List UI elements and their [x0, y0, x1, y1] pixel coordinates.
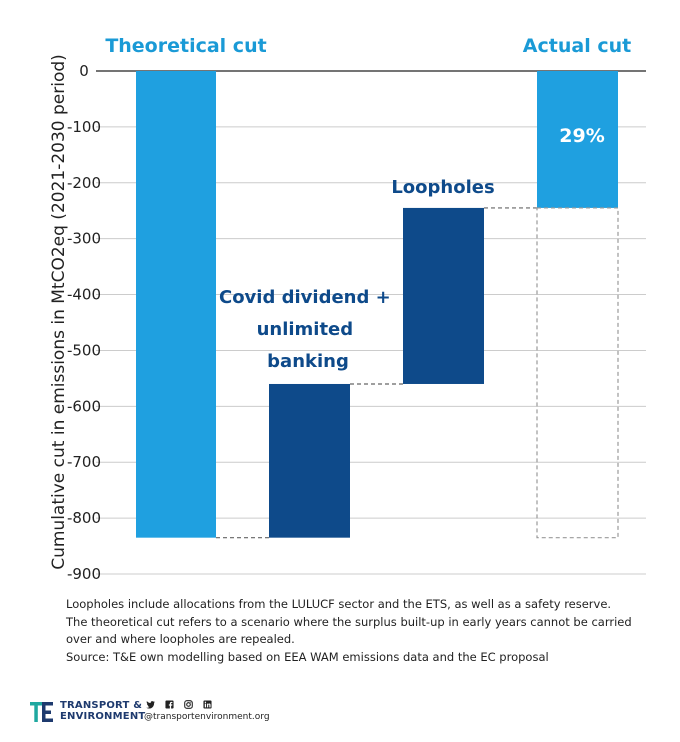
y-tick-label: -200	[67, 174, 101, 192]
twitter-icon[interactable]	[146, 700, 155, 709]
facebook-icon[interactable]	[165, 699, 174, 709]
covid-dividend-bar	[269, 383, 350, 538]
covid-dividend-label: Covid dividend + unlimited banking	[219, 287, 397, 372]
linkedin-icon[interactable]	[203, 699, 212, 709]
covid-dividend-label-line-3: banking	[267, 351, 349, 372]
y-tick-label: -100	[67, 118, 101, 136]
actual-cut-label: Actual cut	[523, 35, 631, 57]
instagram-icon[interactable]	[184, 699, 193, 709]
y-tick-label: -600	[67, 397, 101, 415]
waterfall-chart: 0 -100 -200 -300 -400 -500 -600 -700 -800 -900 Cu…	[49, 35, 646, 583]
connector-lines	[216, 207, 537, 539]
actual-cut-remainder-outline	[536, 207, 619, 539]
actual-cut-bar	[537, 71, 618, 208]
y-tick-label: -500	[67, 341, 101, 359]
loopholes-bar	[403, 207, 484, 384]
note-source: Source: T&E own modelling based on EEA W…	[66, 649, 549, 664]
te-logo-icon	[30, 702, 53, 722]
y-tick-labels: 0 -100 -200 -300 -400 -500 -600 -700 -800 -900	[67, 62, 101, 583]
social-links: @transportenvironment.org	[144, 698, 270, 722]
theoretical-cut-label: Theoretical cut	[105, 35, 266, 57]
note-theoretical-cut: The theoretical cut refers to a scenario…	[66, 614, 632, 647]
brand-line-1: TRANSPORT &	[60, 700, 143, 711]
covid-dividend-label-line-2: unlimited	[257, 319, 354, 340]
y-tick-label: -700	[67, 453, 101, 471]
loopholes-label: Loopholes	[391, 177, 494, 198]
website-handle[interactable]: @transportenvironment.org	[144, 712, 270, 722]
brand-line-2: ENVIRONMENT	[60, 711, 146, 722]
y-tick-label: -900	[67, 565, 101, 583]
covid-dividend-label-line-1: Covid dividend +	[219, 287, 391, 308]
y-tick-label: -400	[67, 286, 101, 304]
footer: TRANSPORT & ENVIRONMENT @trans	[30, 698, 430, 726]
y-tick-label: -800	[67, 509, 101, 527]
note-loopholes: Loopholes include allocations from the L…	[66, 597, 612, 611]
bars	[136, 71, 619, 539]
y-axis-label: Cumulative cut in emissions in MtCO2eq (…	[49, 54, 69, 570]
brand-name: TRANSPORT & ENVIRONMENT	[60, 700, 145, 722]
theoretical-cut-bar	[136, 71, 216, 538]
y-tick-label: 0	[79, 62, 89, 80]
chart-notes: Loopholes include allocations from the L…	[66, 596, 656, 666]
y-tick-label: -300	[67, 230, 101, 248]
actual-cut-percentage: 29%	[559, 125, 604, 147]
